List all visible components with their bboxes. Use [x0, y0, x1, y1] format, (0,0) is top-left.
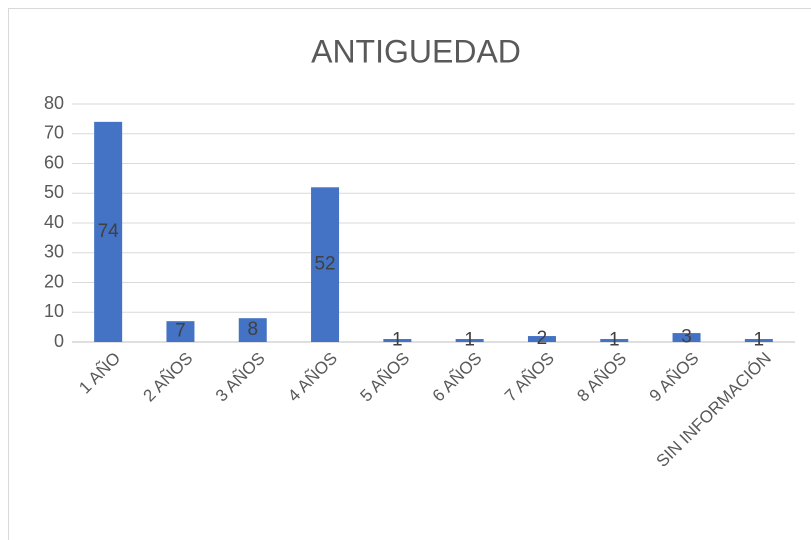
data-label: 52: [314, 254, 335, 275]
data-label: 1: [392, 330, 403, 351]
chart-frame: [8, 8, 811, 540]
data-label: 7: [175, 321, 186, 342]
bar: [383, 339, 412, 342]
data-label: 3: [681, 327, 692, 348]
bar: [600, 339, 629, 342]
y-tick-label: 0: [54, 331, 64, 351]
data-label: 1: [464, 330, 475, 351]
y-tick-label: 70: [44, 123, 64, 143]
data-label: 1: [609, 330, 620, 351]
data-label: 74: [98, 221, 120, 242]
data-label: 2: [537, 328, 548, 349]
y-tick-label: 10: [44, 301, 64, 321]
y-tick-label: 50: [44, 182, 64, 202]
y-tick-label: 40: [44, 212, 64, 232]
bar: [166, 321, 195, 342]
bar: [744, 339, 773, 342]
data-label: 1: [754, 330, 765, 351]
chart-title: ANTIGUEDAD: [311, 33, 521, 69]
bar: [672, 333, 701, 342]
y-tick-label: 80: [44, 93, 64, 113]
y-tick-label: 20: [44, 271, 64, 291]
bar: [238, 318, 267, 342]
y-tick-label: 60: [44, 152, 64, 172]
data-label: 8: [247, 319, 258, 340]
bar: [311, 187, 340, 342]
bar: [455, 339, 484, 342]
bar: [94, 121, 123, 342]
y-tick-label: 30: [44, 242, 64, 262]
bar: [527, 336, 556, 342]
